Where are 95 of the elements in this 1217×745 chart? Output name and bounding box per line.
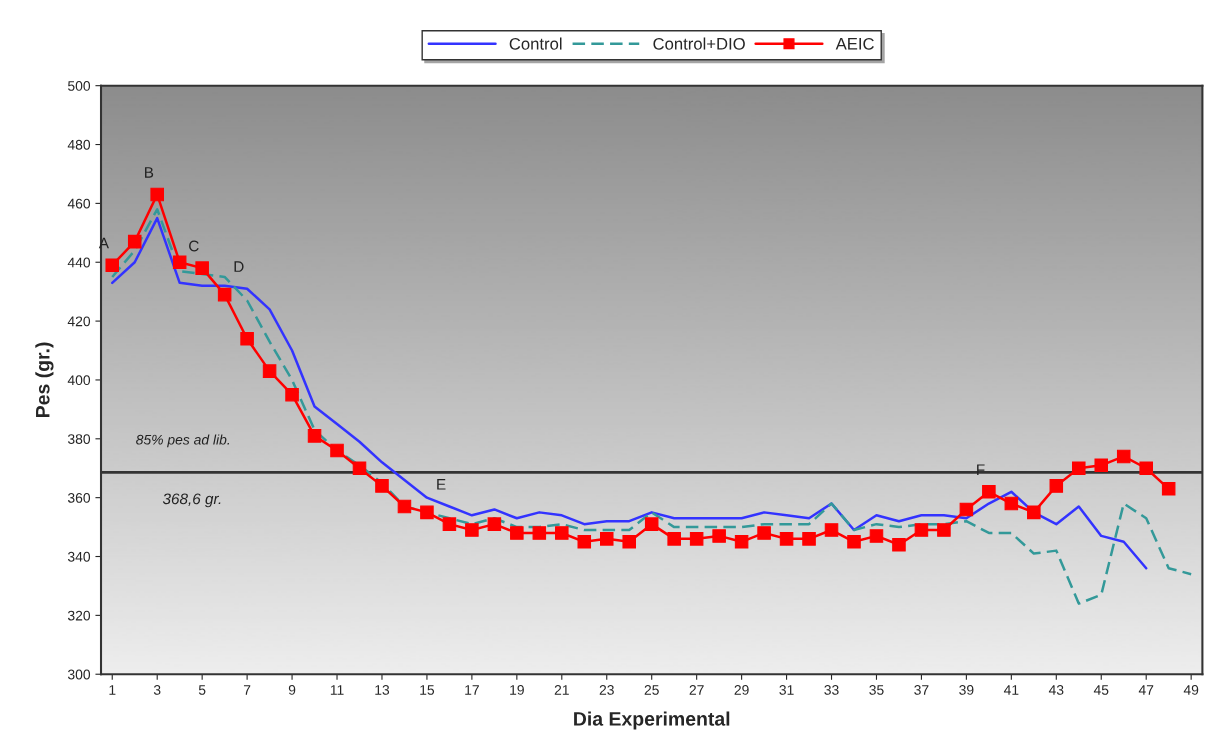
y-tick-label: 300 — [67, 669, 91, 680]
point — [195, 261, 209, 275]
point — [555, 526, 569, 540]
point — [510, 526, 524, 540]
point — [689, 532, 704, 546]
x-tick-label: 31 — [779, 685, 794, 695]
point — [442, 517, 457, 531]
point — [532, 526, 547, 540]
x-tick-label: 21 — [554, 685, 569, 695]
point — [1049, 479, 1064, 493]
point — [1161, 482, 1176, 496]
x-tick-label: 13 — [375, 685, 390, 695]
point — [330, 443, 344, 458]
y-tick-label: 420 — [67, 316, 91, 327]
y-tick-label: 340 — [67, 551, 91, 562]
x-tick-label: 41 — [1003, 685, 1019, 695]
y-tick-label: 320 — [67, 610, 91, 621]
point — [150, 187, 164, 202]
x-tick-label: 47 — [1138, 685, 1154, 695]
x-tick-label: 9 — [288, 685, 296, 695]
y-tick-label: 400 — [67, 375, 91, 386]
point — [712, 529, 726, 543]
x-tick-label: 49 — [1183, 685, 1199, 695]
point — [892, 537, 906, 552]
y-tick-label: 380 — [67, 434, 91, 444]
x-tick-label: 29 — [734, 685, 749, 695]
point — [420, 505, 434, 520]
point — [465, 523, 479, 537]
point — [307, 429, 322, 443]
x-tick-label: 27 — [689, 685, 704, 695]
point — [285, 387, 299, 402]
point — [397, 499, 412, 514]
point — [869, 529, 884, 543]
point — [240, 331, 254, 346]
y-tick-label: 440 — [67, 257, 91, 268]
ref-line-label: 85% pes ad lib. — [136, 434, 229, 448]
point — [959, 502, 974, 517]
point — [667, 532, 681, 546]
annotation: D — [234, 261, 244, 272]
point — [487, 517, 502, 531]
point — [914, 523, 929, 537]
point — [105, 258, 120, 272]
legend-label: Control+DIO — [653, 37, 745, 50]
x-tick-label: 1 — [109, 685, 116, 695]
x-tick-label: 15 — [420, 685, 435, 695]
x-tick-label: 33 — [824, 685, 839, 695]
x-axis-title: Dia Experimental — [574, 711, 730, 730]
annotation: 368,6 gr. — [162, 493, 221, 508]
annotation: C — [189, 240, 199, 252]
annotation: E — [437, 479, 446, 490]
point — [262, 364, 277, 378]
point — [599, 532, 614, 546]
x-tick-label: 37 — [914, 685, 929, 695]
x-tick-label: 17 — [465, 685, 479, 695]
point — [802, 532, 816, 546]
point — [1116, 449, 1131, 464]
x-tick-label: 3 — [153, 685, 161, 695]
point — [982, 485, 996, 499]
y-tick-label: 480 — [67, 139, 91, 150]
legend-label: Control — [509, 37, 562, 50]
point — [352, 461, 367, 475]
x-tick-label: 35 — [869, 685, 884, 695]
x-tick-label: 5 — [198, 685, 206, 695]
y-tick-label: 360 — [67, 492, 91, 503]
point — [937, 523, 951, 537]
point — [779, 532, 794, 546]
point — [1004, 496, 1019, 511]
x-tick-label: 25 — [644, 685, 659, 695]
point — [375, 479, 389, 493]
x-tick-label: 45 — [1093, 685, 1109, 695]
point — [622, 535, 636, 549]
point — [1139, 461, 1153, 475]
point — [1094, 458, 1109, 473]
point — [577, 535, 592, 549]
annotation: B — [145, 167, 154, 178]
point — [172, 255, 187, 270]
point — [847, 535, 861, 549]
point — [734, 535, 749, 549]
point — [127, 234, 142, 249]
x-tick-label: 19 — [510, 685, 524, 695]
point — [217, 287, 232, 302]
y-tick-label: 500 — [67, 81, 91, 91]
x-tick-label: 23 — [599, 685, 614, 695]
point — [757, 526, 771, 540]
x-tick-label: 7 — [243, 685, 251, 695]
x-tick-label: 11 — [330, 685, 344, 695]
x-tick-label: 43 — [1048, 685, 1064, 695]
point — [644, 517, 659, 531]
y-axis-title: Pes (gr.) — [35, 342, 54, 418]
point — [1072, 461, 1086, 475]
x-tick-label: 39 — [959, 685, 974, 695]
point — [824, 523, 839, 537]
point — [1027, 505, 1041, 520]
y-tick-label: 460 — [67, 198, 91, 209]
legend-label: AEIC — [835, 37, 874, 50]
